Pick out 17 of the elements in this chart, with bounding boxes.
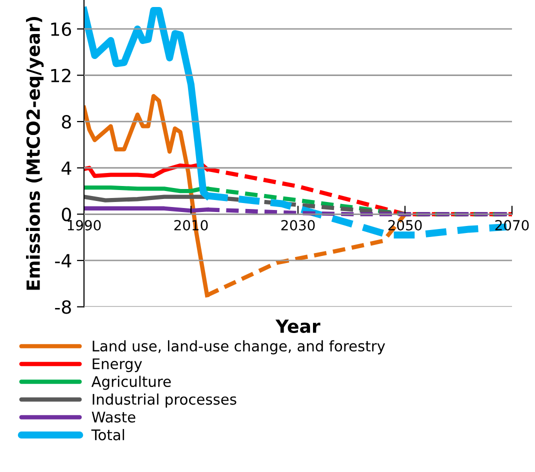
x-tick-label: 2030	[281, 220, 315, 230]
x-axis-title: Year	[275, 320, 320, 334]
y-tick-label: -8	[55, 300, 71, 314]
y-tick-label: 4	[62, 162, 72, 175]
legend-label: Total	[91, 429, 124, 440]
y-tick-label: 8	[62, 115, 71, 129]
y-tick-label: 0	[62, 208, 71, 222]
x-tick-label: 2050	[388, 220, 422, 230]
y-tick-label: 12	[51, 68, 70, 82]
y-tick-label: -4	[55, 254, 72, 268]
legend-label: Land use, land-use change, and forestry	[92, 340, 386, 354]
legend-label: Industrial processes	[92, 394, 236, 408]
y-tick-label: 16	[51, 22, 72, 36]
legend-label: Waste	[92, 412, 136, 423]
y-axis-title: Emissions (MtCO2-eq/year)	[26, 16, 44, 290]
legend-label: Agriculture	[91, 376, 171, 390]
legend-label: Energy	[92, 358, 142, 372]
